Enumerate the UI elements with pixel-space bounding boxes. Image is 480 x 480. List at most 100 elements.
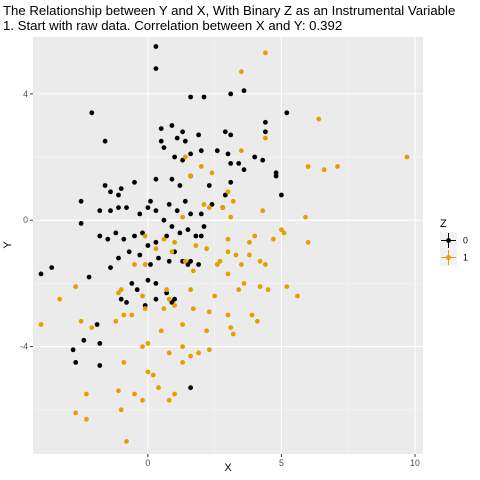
data-point-z1 xyxy=(228,214,234,220)
data-point-z0 xyxy=(188,94,194,100)
data-point-z0 xyxy=(222,129,228,135)
data-point-z0 xyxy=(174,208,180,214)
data-point-z1 xyxy=(124,439,129,444)
data-point-z0 xyxy=(153,66,159,71)
data-point-z1 xyxy=(228,325,234,330)
data-point-z0 xyxy=(284,110,290,116)
data-point-z1 xyxy=(188,173,194,179)
data-point-z1 xyxy=(116,290,121,296)
plot-panel xyxy=(33,37,423,454)
data-point-z1 xyxy=(233,252,239,258)
data-point-z0 xyxy=(180,129,186,135)
data-point-z0 xyxy=(188,385,194,391)
data-point-z1 xyxy=(161,236,167,242)
data-point-z1 xyxy=(132,391,137,397)
data-point-z0 xyxy=(166,258,172,264)
data-point-z0 xyxy=(137,252,143,258)
data-point-z0 xyxy=(182,198,188,204)
data-point-z1 xyxy=(156,385,161,391)
data-point-z1 xyxy=(188,353,194,359)
data-point-z0 xyxy=(148,262,153,267)
data-point-z1 xyxy=(225,312,231,318)
data-point-z1 xyxy=(89,325,95,330)
data-point-z1 xyxy=(204,246,210,252)
data-point-z1 xyxy=(230,331,236,337)
data-point-z0 xyxy=(172,296,178,302)
data-point-z1 xyxy=(281,230,287,236)
data-point-z1 xyxy=(247,252,252,258)
y-tick-label: 0 xyxy=(23,215,28,225)
data-point-z1 xyxy=(239,69,244,75)
data-point-z0 xyxy=(116,255,121,261)
legend-key-point xyxy=(446,255,451,260)
legend-key-point xyxy=(446,238,451,243)
data-point-z0 xyxy=(153,208,159,214)
data-point-z1 xyxy=(182,258,188,264)
data-point-z1 xyxy=(180,214,186,220)
data-point-z0 xyxy=(252,154,258,160)
data-point-z1 xyxy=(172,391,178,397)
data-point-z1 xyxy=(206,205,212,211)
data-point-z1 xyxy=(73,410,79,416)
data-point-z1 xyxy=(305,239,311,245)
data-point-z0 xyxy=(198,148,204,154)
x-tick-label: 10 xyxy=(410,458,420,468)
data-point-z1 xyxy=(214,262,220,267)
data-points xyxy=(38,44,410,444)
data-point-z1 xyxy=(225,249,231,255)
data-point-z0 xyxy=(169,224,175,229)
data-point-z1 xyxy=(172,303,178,308)
data-point-z1 xyxy=(204,328,210,334)
chart-title: The Relationship between Y and X, With B… xyxy=(3,3,455,18)
data-point-z0 xyxy=(263,129,268,135)
data-point-z0 xyxy=(108,265,113,270)
data-point-z0 xyxy=(73,360,79,365)
data-point-z1 xyxy=(271,236,276,242)
data-point-z1 xyxy=(188,287,194,293)
data-point-z0 xyxy=(177,183,183,188)
data-point-z0 xyxy=(228,132,234,138)
data-point-z0 xyxy=(241,167,247,173)
data-point-z1 xyxy=(225,236,231,242)
data-point-z1 xyxy=(239,262,244,267)
data-point-z0 xyxy=(148,198,153,204)
data-point-z0 xyxy=(188,151,194,157)
data-point-z0 xyxy=(263,119,268,125)
data-point-z1 xyxy=(206,309,212,315)
data-point-z1 xyxy=(247,239,252,245)
data-point-z0 xyxy=(169,123,175,128)
data-point-z0 xyxy=(164,233,170,239)
data-point-z1 xyxy=(265,287,271,293)
x-axis-label: X xyxy=(224,462,232,474)
data-point-z0 xyxy=(105,236,111,242)
data-point-z0 xyxy=(108,208,113,214)
data-point-z1 xyxy=(209,170,215,176)
data-point-z1 xyxy=(180,344,186,349)
data-point-z0 xyxy=(222,192,228,198)
data-point-z1 xyxy=(158,328,164,334)
data-point-z0 xyxy=(153,44,159,49)
data-point-z0 xyxy=(158,126,164,131)
data-point-z1 xyxy=(38,322,44,327)
data-point-z1 xyxy=(142,306,148,312)
data-point-z1 xyxy=(295,293,300,299)
data-point-z1 xyxy=(172,239,178,245)
data-point-z1 xyxy=(180,360,186,365)
y-tick-label: -4 xyxy=(20,342,28,352)
data-point-z0 xyxy=(81,337,87,343)
data-point-z0 xyxy=(279,192,284,198)
data-point-z0 xyxy=(118,296,124,302)
data-point-z1 xyxy=(257,284,263,289)
data-point-z0 xyxy=(126,249,132,255)
data-point-z0 xyxy=(97,363,103,368)
data-point-z1 xyxy=(263,135,268,141)
data-point-z0 xyxy=(228,91,234,97)
data-point-z1 xyxy=(201,202,207,207)
data-point-z1 xyxy=(121,312,127,318)
data-point-z1 xyxy=(193,243,199,248)
data-point-z0 xyxy=(124,300,129,305)
data-point-z0 xyxy=(174,135,180,141)
data-point-z0 xyxy=(78,221,84,226)
data-point-z0 xyxy=(124,205,129,211)
